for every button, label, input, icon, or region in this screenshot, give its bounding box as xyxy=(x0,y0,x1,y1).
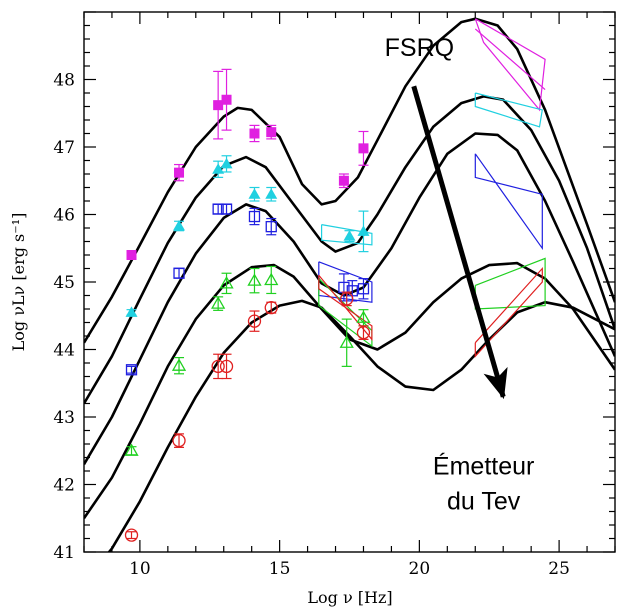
y-tick-label: 41 xyxy=(53,543,75,563)
y-tick-label: 44 xyxy=(53,341,75,361)
data-point xyxy=(338,173,349,189)
data-point xyxy=(124,528,139,542)
y-tick-label: 47 xyxy=(53,138,75,158)
data-point xyxy=(219,353,234,380)
data-point xyxy=(248,207,261,226)
data-point xyxy=(221,68,232,131)
x-tick-label: 20 xyxy=(409,559,431,579)
y-tick-label: 46 xyxy=(53,206,75,226)
data-point xyxy=(174,163,185,182)
bowtie xyxy=(474,92,543,128)
tev-emitter-label-line1: Émetteur xyxy=(433,451,534,480)
data-point xyxy=(265,217,277,236)
data-point xyxy=(247,267,262,294)
data-point xyxy=(358,130,369,166)
data-point xyxy=(125,306,138,317)
data-point xyxy=(213,70,224,140)
data-point xyxy=(264,300,278,315)
x-tick-label: 25 xyxy=(548,559,570,579)
data-point xyxy=(212,160,225,178)
data-point xyxy=(249,124,260,143)
trend-arrow xyxy=(411,85,508,400)
data-point xyxy=(248,186,261,202)
x-tick-label: 15 xyxy=(269,559,291,579)
data-point xyxy=(126,250,137,260)
data-point xyxy=(266,124,277,140)
bowtie xyxy=(474,266,543,358)
data-point xyxy=(339,318,354,367)
bowtie xyxy=(474,28,546,91)
data-point xyxy=(357,278,370,300)
model-curve xyxy=(84,95,615,405)
tev-emitter-label-line2: du Tev xyxy=(447,487,521,515)
bowtie xyxy=(474,18,546,112)
data-point xyxy=(340,291,354,307)
bowtie xyxy=(318,274,373,342)
model-curve xyxy=(84,261,615,520)
model-curve xyxy=(84,17,615,344)
data-point xyxy=(220,203,233,215)
y-tick-label: 45 xyxy=(53,273,75,293)
data-point xyxy=(125,364,138,376)
data-point xyxy=(173,219,186,232)
model-curve xyxy=(107,299,615,552)
data-point xyxy=(343,230,356,243)
y-tick-label: 48 xyxy=(53,71,75,91)
data-point xyxy=(356,325,371,340)
data-point xyxy=(247,310,262,332)
fsrq-label: FSRQ xyxy=(385,34,454,62)
data-point xyxy=(173,267,185,279)
data-point xyxy=(211,353,225,380)
data-point xyxy=(220,155,233,173)
data-point xyxy=(171,357,187,375)
data-point xyxy=(265,186,278,202)
data-point xyxy=(172,433,186,448)
data-point xyxy=(357,210,370,253)
y-axis-label: Log νLν [erg s⁻¹] xyxy=(9,213,28,352)
x-tick-label: 10 xyxy=(129,559,151,579)
y-tick-label: 42 xyxy=(53,476,75,496)
y-tick-label: 43 xyxy=(53,408,75,428)
bowtie xyxy=(474,153,543,251)
data-point xyxy=(211,296,226,311)
data-point xyxy=(124,443,139,456)
data-point xyxy=(219,272,234,295)
x-axis-label: Log ν [Hz] xyxy=(307,588,392,607)
data-point xyxy=(264,265,279,295)
bowtie xyxy=(321,224,373,246)
